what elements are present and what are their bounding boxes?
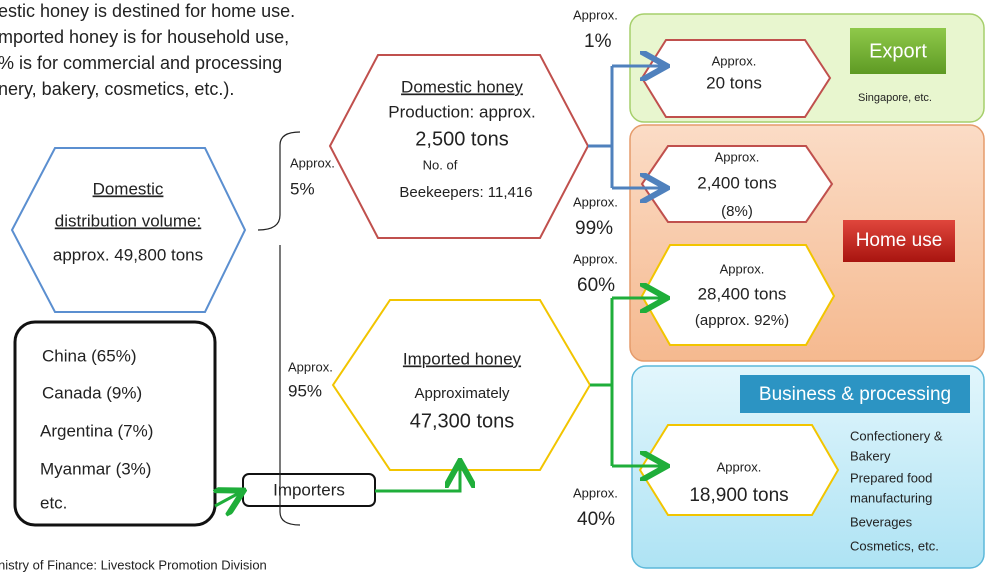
share: 5%	[290, 179, 315, 198]
share: Approx.	[573, 485, 618, 500]
arrow	[215, 492, 241, 506]
amount: Approx.	[712, 53, 757, 68]
label: distribution volume:	[55, 211, 201, 230]
export-note: Singapore, etc.	[858, 92, 932, 104]
share: 95%	[288, 381, 322, 400]
amount: (8%)	[721, 203, 753, 220]
importers: Importers	[273, 480, 345, 499]
use: manufacturing	[850, 490, 932, 505]
label: Approximately	[414, 385, 510, 402]
share: 40%	[577, 509, 615, 530]
business-label-box	[740, 375, 970, 413]
country: Myanmar (3%)	[40, 459, 151, 478]
domestic-connector	[588, 66, 614, 188]
share: Approx.	[573, 251, 618, 266]
amount: 18,900 tons	[689, 485, 788, 506]
country: Argentina (7%)	[40, 421, 153, 440]
intro-line: nery, bakery, cosmetics, etc.).	[0, 79, 234, 99]
use: Bakery	[850, 448, 891, 463]
label: Beekeepers: 11,416	[399, 184, 532, 201]
amount: Approx.	[715, 149, 760, 164]
bracket	[257, 131, 301, 526]
amount: (approx. 92%)	[695, 312, 789, 329]
distribution-hex	[10, 147, 247, 313]
amount: Approx.	[720, 261, 765, 276]
share: 1%	[584, 31, 612, 52]
intro-line: % is for commercial and processing	[0, 53, 282, 73]
label: No. of	[423, 157, 458, 172]
label: Imported honey	[403, 349, 522, 368]
export-label: Export	[869, 40, 927, 62]
intro-line: estic honey is destined for home use.	[0, 1, 295, 21]
amount: 28,400 tons	[698, 284, 787, 303]
use: Prepared food	[850, 470, 932, 485]
share: 60%	[577, 275, 615, 296]
intro-line: mported honey is for household use,	[0, 27, 289, 47]
home-label: Home use	[856, 230, 943, 251]
amount: Approx.	[717, 459, 762, 474]
countries-box	[13, 320, 217, 527]
label: Domestic	[93, 179, 164, 198]
share: 99%	[575, 218, 613, 239]
amount: 2,400 tons	[697, 173, 776, 192]
country: Canada (9%)	[42, 383, 142, 402]
country: China (65%)	[42, 346, 137, 365]
imported-connector	[590, 298, 614, 466]
export-hex	[640, 39, 832, 118]
label: 2,500 tons	[415, 128, 508, 150]
arrow	[375, 464, 460, 493]
share: Approx.	[573, 7, 618, 22]
label: 47,300 tons	[410, 410, 515, 432]
share: Approx.	[290, 155, 335, 170]
label: Production: approx.	[388, 102, 535, 121]
home-label-box	[843, 220, 955, 262]
export-label-box	[850, 28, 946, 74]
share: Approx.	[573, 194, 618, 209]
source: nistry of Finance: Livestock Promotion D…	[0, 557, 267, 572]
home-imported-hex	[640, 244, 836, 346]
use: Confectionery &	[850, 428, 943, 443]
home-domestic-hex	[640, 145, 834, 223]
label: approx. 49,800 tons	[53, 245, 203, 264]
intro: estic honey is destined for home use. mp…	[0, 1, 295, 99]
business-label: Business & processing	[759, 384, 951, 405]
business-hex	[638, 424, 840, 516]
use: Beverages	[850, 514, 913, 529]
country: etc.	[40, 493, 67, 512]
amount: 20 tons	[706, 73, 762, 92]
use: Cosmetics, etc.	[850, 538, 939, 553]
label: Domestic honey	[401, 77, 523, 96]
share: Approx.	[288, 359, 333, 374]
